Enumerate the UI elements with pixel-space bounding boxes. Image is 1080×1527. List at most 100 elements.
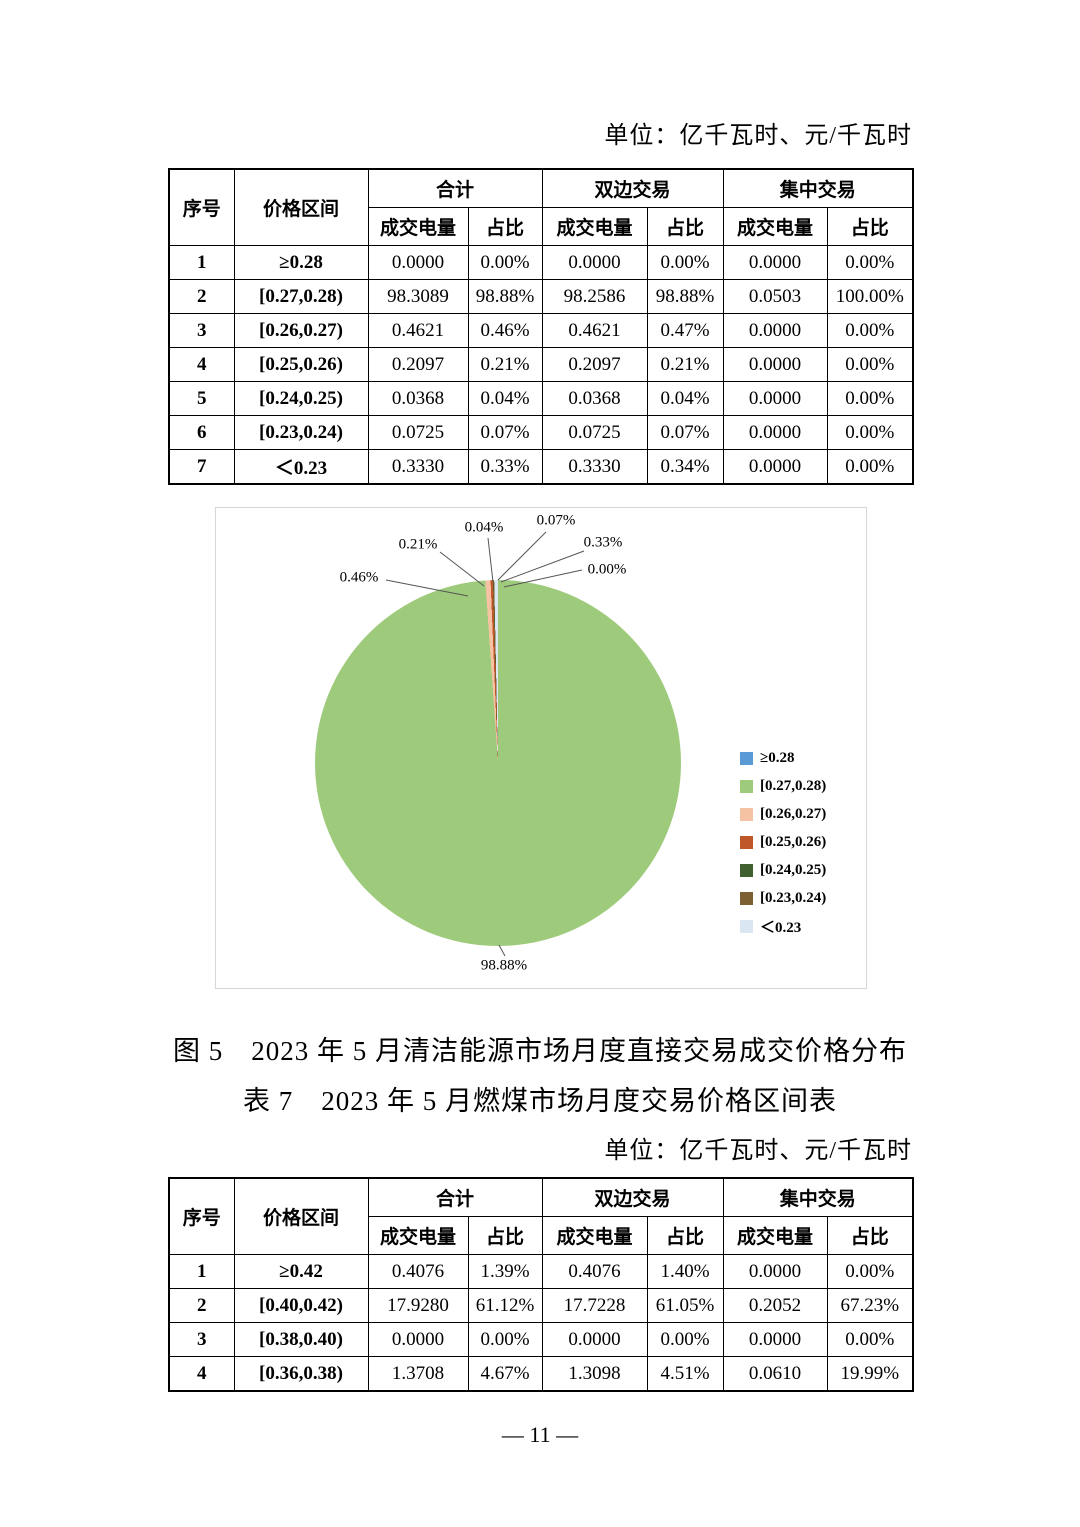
header-bilateral-share: 占比: [646, 207, 724, 246]
header-centralized-share: 占比: [826, 1216, 914, 1255]
cell-total-share: 0.46%: [467, 313, 543, 348]
cell-price-range: [0.24,0.25): [233, 381, 369, 416]
cell-bilateral-share: 4.51%: [646, 1356, 724, 1392]
cell-total-volume: 98.3089: [367, 279, 469, 314]
cell-price-range: [0.25,0.26): [233, 347, 369, 382]
cell-price-range: ≥0.42: [233, 1254, 369, 1289]
pie-label-004: 0.04%: [464, 519, 504, 536]
table2-header-row-2: 成交电量 占比 成交电量 占比 成交电量 占比: [169, 1216, 914, 1255]
table-row: 1 ≥0.42 0.4076 1.39% 0.4076 1.40% 0.0000…: [168, 1254, 914, 1289]
cell-centralized-share: 0.00%: [826, 347, 914, 382]
cell-total-share: 98.88%: [467, 279, 543, 314]
legend-label: [0.26,0.27): [760, 806, 827, 822]
cell-bilateral-volume: 0.4621: [541, 313, 648, 348]
cell-total-share: 61.12%: [467, 1288, 543, 1323]
table-row: 3 [0.38,0.40) 0.0000 0.00% 0.0000 0.00% …: [168, 1322, 914, 1357]
figure-caption: 图 5 2023 年 5 月清洁能源市场月度直接交易成交价格分布: [173, 1036, 907, 1066]
header-bilateral-share: 占比: [646, 1216, 724, 1255]
legend-item: [0.27,0.28): [740, 778, 827, 794]
legend-swatch: [740, 752, 753, 765]
cell-no: 3: [168, 313, 235, 348]
legend-label: [0.24,0.25): [760, 862, 827, 878]
cell-centralized-share: 100.00%: [826, 279, 914, 314]
cell-price-range: [0.40,0.42): [233, 1288, 369, 1323]
table2-header: 序号 价格区间 合计 双边交易 集中交易 成交电量 占比 成交电量 占比 成交电…: [168, 1177, 914, 1255]
cell-total-volume: 1.3708: [367, 1356, 469, 1392]
table-row: 5 [0.24,0.25) 0.0368 0.04% 0.0368 0.04% …: [168, 381, 914, 416]
header-no: 序号: [168, 168, 235, 246]
cell-total-share: 0.07%: [467, 415, 543, 450]
pie-label-021: 0.21%: [398, 536, 438, 553]
cell-bilateral-share: 0.21%: [646, 347, 724, 382]
header-total-volume: 成交电量: [367, 207, 469, 246]
callout-line-9888: [498, 944, 506, 957]
legend-swatch: [740, 892, 753, 905]
header-price-range: 价格区间: [233, 1177, 369, 1255]
pie-label-9888: 98.88%: [480, 957, 528, 974]
table1-header-row-1: 序号 价格区间 合计 双边交易 集中交易: [168, 168, 914, 246]
header-total-volume: 成交电量: [367, 1216, 469, 1255]
legend-swatch: [740, 808, 753, 821]
unit-label-2: 单位：亿千瓦时、元/千瓦时: [604, 1138, 912, 1164]
cell-no: 2: [168, 1288, 235, 1323]
cell-centralized-share: 0.00%: [826, 1322, 914, 1357]
header-total-share: 占比: [467, 1216, 543, 1255]
table7-title: 表 7 2023 年 5 月燃煤市场月度交易价格区间表: [243, 1086, 837, 1116]
header-total: 合计: [367, 1177, 543, 1217]
cell-centralized-volume: 0.0000: [722, 449, 828, 485]
cell-total-share: 0.04%: [467, 381, 543, 416]
document-page: 单位：亿千瓦时、元/千瓦时 序号 价格区间 合计 双边交易 集中交易 成交电量 …: [168, 0, 915, 1448]
cell-no: 4: [168, 347, 235, 382]
page-number: — 11 —: [501, 1422, 579, 1447]
header-centralized-volume: 成交电量: [722, 207, 828, 246]
table-row: 2 [0.40,0.42) 17.9280 61.12% 17.7228 61.…: [168, 1288, 914, 1323]
cell-centralized-share: 0.00%: [826, 381, 914, 416]
callout-line-004: [487, 537, 494, 583]
cell-bilateral-share: 0.00%: [646, 1322, 724, 1357]
cell-total-volume: 0.0725: [367, 415, 469, 450]
cell-centralized-share: 0.00%: [826, 415, 914, 450]
cell-bilateral-share: 0.34%: [646, 449, 724, 485]
header-centralized-volume: 成交电量: [722, 1216, 828, 1255]
legend-item: [0.26,0.27): [740, 806, 827, 822]
callout-line-007: [497, 531, 547, 581]
cell-no: 1: [168, 245, 235, 280]
cell-bilateral-volume: 0.0368: [541, 381, 648, 416]
cell-no: 6: [168, 415, 235, 450]
cell-total-share: 1.39%: [467, 1254, 543, 1289]
cell-no: 3: [168, 1322, 235, 1357]
cell-centralized-volume: 0.0000: [722, 313, 828, 348]
pie-label-046: 0.46%: [339, 569, 379, 586]
legend-label: [0.23,0.24): [760, 890, 827, 906]
cell-total-volume: 0.0368: [367, 381, 469, 416]
cell-total-volume: 0.2097: [367, 347, 469, 382]
legend-label: ≥0.28: [760, 750, 795, 766]
legend-swatch: [740, 836, 753, 849]
cell-bilateral-volume: 0.2097: [541, 347, 648, 382]
cell-bilateral-volume: 0.4076: [541, 1254, 648, 1289]
cell-total-volume: 0.0000: [367, 1322, 469, 1357]
cell-centralized-volume: 0.0503: [722, 279, 828, 314]
cell-bilateral-share: 98.88%: [646, 279, 724, 314]
cell-bilateral-volume: 1.3098: [541, 1356, 648, 1392]
cell-centralized-share: 0.00%: [826, 1254, 914, 1289]
legend-swatch: [740, 864, 753, 877]
legend-label: [0.27,0.28): [760, 778, 827, 794]
legend-item: [0.24,0.25): [740, 862, 827, 878]
cell-total-share: 0.00%: [467, 1322, 543, 1357]
table1-header-row-2: 成交电量 占比 成交电量 占比 成交电量 占比: [169, 207, 914, 246]
cell-total-share: 0.21%: [467, 347, 543, 382]
cell-centralized-share: 19.99%: [826, 1356, 914, 1392]
cell-centralized-share: 0.00%: [826, 245, 914, 280]
legend-item: ＜0.23: [740, 919, 826, 936]
legend-label: ＜0.23: [760, 920, 802, 936]
table-row: 1 ≥0.28 0.0000 0.00% 0.0000 0.00% 0.0000…: [168, 245, 914, 280]
cell-centralized-volume: 0.0000: [722, 415, 828, 450]
table2-header-row-1: 序号 价格区间 合计 双边交易 集中交易: [168, 1177, 914, 1255]
cell-price-range: [0.27,0.28): [233, 279, 369, 314]
header-centralized: 集中交易: [722, 168, 914, 208]
cell-bilateral-volume: 0.0000: [541, 1322, 648, 1357]
cell-centralized-volume: 0.0610: [722, 1356, 828, 1392]
legend-swatch: [740, 780, 753, 793]
cell-centralized-volume: 0.2052: [722, 1288, 828, 1323]
